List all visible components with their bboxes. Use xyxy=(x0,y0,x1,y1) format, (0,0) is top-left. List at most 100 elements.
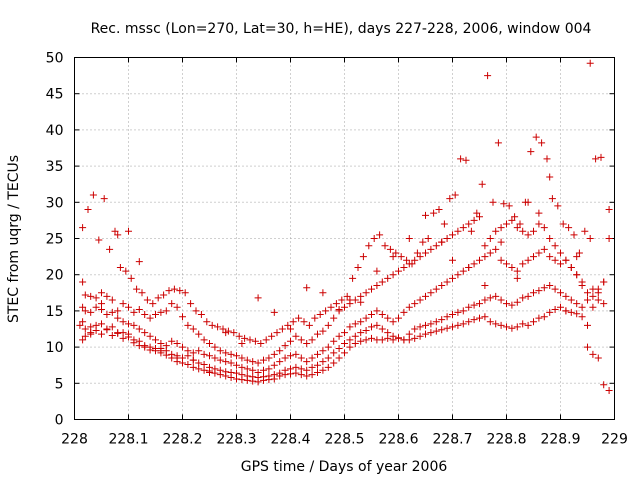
data-point xyxy=(95,236,103,244)
data-point xyxy=(335,345,343,353)
data-point xyxy=(492,292,500,300)
data-point xyxy=(249,366,257,374)
data-point xyxy=(497,296,505,304)
y-tick-label: 25 xyxy=(46,232,64,248)
data-point xyxy=(543,155,551,163)
data-point xyxy=(314,361,321,369)
x-tick-label: 228.1 xyxy=(108,432,148,448)
y-tick-label: 15 xyxy=(46,304,64,320)
data-point xyxy=(108,296,116,304)
data-point xyxy=(373,307,381,315)
y-axis-label: STEC from uqrg / TECUs xyxy=(6,155,22,323)
data-point xyxy=(573,253,581,261)
data-point xyxy=(303,284,311,292)
data-point xyxy=(535,249,543,257)
data-point xyxy=(335,332,343,340)
data-point xyxy=(378,325,386,333)
data-point xyxy=(351,332,359,340)
data-point xyxy=(157,347,165,355)
data-point xyxy=(149,300,157,308)
data-point xyxy=(508,216,516,224)
data-point xyxy=(297,365,305,373)
data-point xyxy=(289,318,297,326)
x-tick-label: 228.6 xyxy=(378,432,418,448)
y-tick-label: 5 xyxy=(55,376,64,392)
data-point xyxy=(287,352,294,360)
data-point xyxy=(79,224,87,232)
data-point xyxy=(238,371,246,379)
data-point xyxy=(467,227,475,235)
data-point xyxy=(422,249,429,257)
data-point xyxy=(260,356,267,364)
data-point xyxy=(405,235,413,242)
data-point xyxy=(346,323,354,331)
data-point xyxy=(141,311,149,319)
data-point xyxy=(346,336,354,344)
data-point xyxy=(84,206,92,214)
data-point xyxy=(103,311,111,319)
data-point xyxy=(335,354,343,362)
data-point xyxy=(492,320,500,328)
data-point xyxy=(368,285,375,293)
data-point xyxy=(405,303,413,311)
data-point xyxy=(181,289,189,297)
data-point xyxy=(578,313,586,321)
data-point xyxy=(368,311,375,319)
data-point xyxy=(135,325,143,333)
data-point xyxy=(497,321,505,329)
data-point xyxy=(513,298,521,306)
data-point xyxy=(260,373,267,381)
data-point xyxy=(125,227,132,235)
data-point xyxy=(319,366,327,374)
data-point xyxy=(206,339,213,347)
data-point xyxy=(346,296,354,304)
data-point xyxy=(227,368,235,376)
data-point xyxy=(548,195,556,203)
data-point xyxy=(427,245,435,253)
data-point xyxy=(227,359,235,367)
data-point xyxy=(443,235,451,242)
data-point xyxy=(200,350,208,358)
data-point xyxy=(378,336,386,344)
data-point xyxy=(330,359,338,367)
data-point xyxy=(346,343,354,351)
data-point xyxy=(235,332,243,340)
data-point xyxy=(141,342,149,350)
data-point xyxy=(592,155,600,163)
data-point xyxy=(581,227,589,235)
data-point xyxy=(243,372,251,380)
data-point xyxy=(292,350,300,358)
data-point xyxy=(384,274,392,282)
data-point xyxy=(303,366,311,374)
data-point xyxy=(268,332,276,340)
data-point xyxy=(173,354,181,362)
data-point xyxy=(381,242,389,250)
data-point xyxy=(573,271,581,279)
data-point xyxy=(262,336,270,344)
data-point xyxy=(303,358,311,366)
data-point xyxy=(125,320,132,328)
data-point xyxy=(486,235,494,242)
x-tick-label: 228.3 xyxy=(216,432,256,448)
data-point xyxy=(114,231,122,239)
data-point xyxy=(287,365,294,373)
data-point xyxy=(454,321,462,329)
data-point xyxy=(519,294,527,302)
data-point xyxy=(519,227,527,235)
data-point xyxy=(157,339,165,347)
data-point xyxy=(308,354,316,362)
data-point xyxy=(270,361,278,369)
data-point xyxy=(354,263,362,271)
data-point xyxy=(357,329,365,337)
data-point xyxy=(184,321,192,329)
data-point xyxy=(125,303,132,311)
data-point xyxy=(384,329,392,337)
data-point xyxy=(584,321,591,329)
data-point xyxy=(562,256,570,264)
data-point xyxy=(600,381,608,389)
data-point xyxy=(160,291,168,299)
data-point xyxy=(535,287,543,295)
data-point xyxy=(465,318,473,326)
data-point xyxy=(324,363,332,371)
